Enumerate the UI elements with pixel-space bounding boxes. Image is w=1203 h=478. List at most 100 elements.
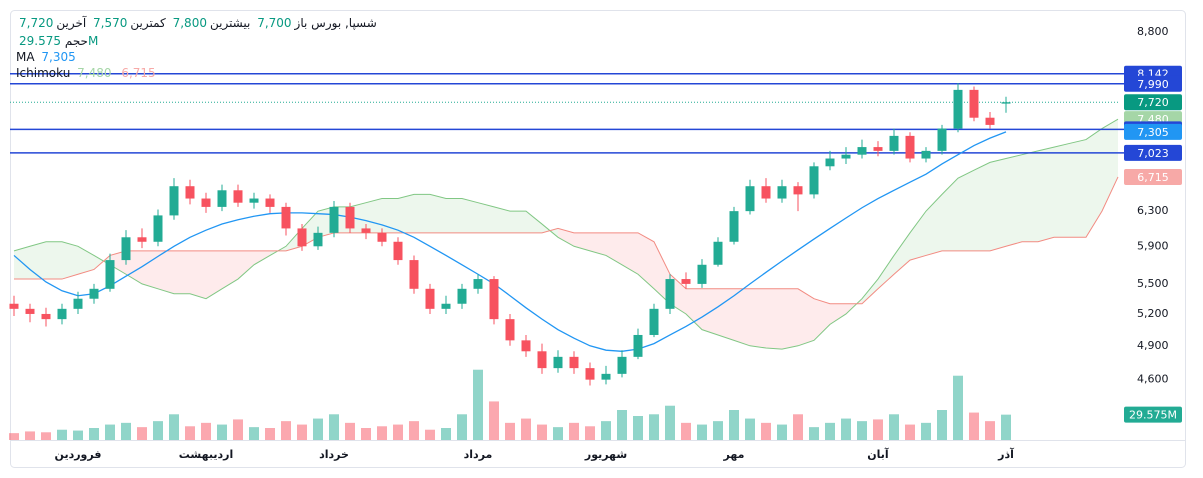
volume-bar bbox=[521, 418, 531, 440]
high-value: 7,800 bbox=[172, 16, 207, 30]
price-badge bbox=[1124, 168, 1182, 185]
volume-bar bbox=[9, 433, 19, 440]
cloud-fill bbox=[174, 250, 190, 294]
candle-body bbox=[793, 186, 803, 195]
cloud-fill bbox=[46, 241, 62, 280]
cloud-fill bbox=[190, 250, 206, 299]
volume-bar bbox=[153, 421, 163, 440]
volume-bar bbox=[713, 421, 723, 440]
candle-body bbox=[393, 241, 403, 261]
volume-bar bbox=[665, 405, 675, 440]
volume-bar bbox=[265, 428, 275, 440]
candle-body bbox=[937, 128, 947, 151]
cloud-fill bbox=[590, 232, 606, 256]
y-tick-label: 6,300 bbox=[1137, 204, 1169, 217]
price-badge-label: 6,715 bbox=[1137, 171, 1169, 184]
cloud-fill bbox=[766, 288, 782, 350]
candle-body bbox=[185, 186, 195, 199]
candle-body bbox=[425, 288, 435, 309]
candle-body bbox=[201, 198, 211, 207]
volume-bar bbox=[601, 421, 611, 440]
cloud-fill bbox=[926, 194, 942, 256]
candle-body bbox=[1001, 102, 1011, 104]
candle-body bbox=[169, 186, 179, 216]
candle-body bbox=[41, 313, 51, 320]
cloud-fill bbox=[222, 250, 238, 289]
volume-bar bbox=[105, 424, 115, 440]
volume-bar bbox=[89, 428, 99, 440]
candle-body bbox=[985, 117, 995, 125]
candle-body bbox=[921, 150, 931, 159]
x-tick-label: فروردین bbox=[55, 448, 102, 461]
candle-body bbox=[297, 228, 307, 247]
candle-body bbox=[841, 154, 851, 159]
price-badge-label: 7,990 bbox=[1137, 78, 1169, 91]
legend-ohlc: شسپا, بورس باز7,700 بیشترین7,800 کمترین7… bbox=[16, 16, 377, 30]
candle-body bbox=[233, 190, 243, 203]
candle-body bbox=[457, 288, 467, 304]
candle-body bbox=[681, 279, 691, 284]
volume-bar bbox=[1001, 414, 1011, 440]
volume-bar bbox=[745, 418, 755, 440]
candle-body bbox=[25, 308, 35, 314]
cloud-fill bbox=[1070, 139, 1086, 238]
candle-body bbox=[409, 260, 419, 289]
volume-bar bbox=[441, 428, 451, 440]
volume-bar bbox=[25, 431, 35, 440]
volume-bar bbox=[617, 410, 627, 440]
candle-body bbox=[553, 356, 563, 369]
cloud-fill bbox=[750, 288, 766, 348]
volume-bar bbox=[969, 412, 979, 440]
x-tick-label: اردیبهشت bbox=[179, 448, 233, 461]
candle-body bbox=[521, 340, 531, 352]
volume-bar bbox=[313, 418, 323, 440]
candle-body bbox=[9, 303, 19, 309]
volume-label: حجم bbox=[64, 34, 88, 48]
candle-body bbox=[153, 215, 163, 242]
volume-bar bbox=[697, 424, 707, 440]
volume-bar bbox=[217, 424, 227, 440]
candle-body bbox=[969, 89, 979, 118]
cloud-fill bbox=[814, 298, 830, 341]
candle-body bbox=[281, 206, 291, 229]
y-tick-label: 8,800 bbox=[1137, 25, 1169, 38]
ichimoku-label: Ichimoku bbox=[16, 66, 71, 80]
cloud-fill bbox=[894, 232, 910, 275]
y-tick-label: 5,200 bbox=[1137, 307, 1169, 320]
volume-bar bbox=[297, 424, 307, 440]
volume-bar bbox=[169, 414, 179, 440]
candle-body bbox=[329, 206, 339, 233]
candle-body bbox=[361, 228, 371, 233]
cloud-fill bbox=[1054, 143, 1070, 238]
cloud-fill bbox=[606, 232, 622, 265]
volume-bar bbox=[761, 422, 771, 440]
volume-bar bbox=[793, 414, 803, 440]
candle-body bbox=[121, 237, 131, 261]
y-tick-label: 4,600 bbox=[1137, 373, 1169, 386]
volume-bar bbox=[489, 401, 499, 440]
candle-body bbox=[713, 241, 723, 265]
volume-bar bbox=[505, 422, 515, 440]
cloud-fill bbox=[430, 194, 446, 233]
volume-bar bbox=[553, 427, 563, 440]
volume-bar bbox=[633, 416, 643, 440]
cloud-fill bbox=[782, 288, 798, 350]
candle-body bbox=[617, 356, 627, 374]
ichimoku-span-a bbox=[13, 118, 1119, 350]
ma-value: 7,305 bbox=[41, 50, 76, 64]
ma-label: MA bbox=[16, 50, 35, 64]
volume-bar bbox=[473, 369, 483, 440]
low-value: 7,570 bbox=[93, 16, 128, 30]
candle-body bbox=[537, 351, 547, 369]
cloud-fill bbox=[622, 232, 638, 275]
last-value: 7,720 bbox=[19, 16, 54, 30]
cloud-fill bbox=[990, 158, 1006, 251]
candle-body bbox=[489, 279, 499, 320]
x-tick-label: آذر bbox=[997, 447, 1014, 461]
volume-bar bbox=[457, 414, 467, 440]
cloud-fill bbox=[414, 194, 430, 233]
cloud-fill bbox=[958, 170, 974, 251]
candle-body bbox=[569, 356, 579, 369]
